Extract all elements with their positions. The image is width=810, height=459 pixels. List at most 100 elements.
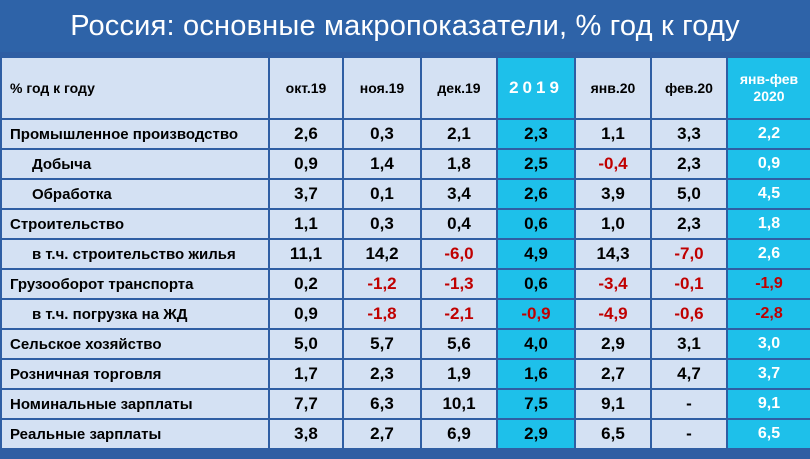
table-cell: 2,6 bbox=[268, 118, 344, 150]
table-row: Реальные зарплаты 3,8 2,7 6,9 2,9 6,5-6,5 bbox=[0, 418, 810, 450]
table-cell: 2,7 bbox=[574, 358, 652, 390]
table-row: Добыча 0,9 1,4 1,8 2,5 -0,4 2,3 0,9 bbox=[0, 148, 810, 180]
table-cell: 0,9 bbox=[726, 148, 810, 180]
table-cell: 2,9 bbox=[496, 418, 576, 450]
column-header: дек.19 bbox=[420, 56, 498, 120]
table-cell: -0,1 bbox=[650, 268, 728, 300]
table-cell: 0,3 bbox=[342, 208, 422, 240]
table-cell: 1,0 bbox=[574, 208, 652, 240]
table-cell: 0,6 bbox=[496, 268, 576, 300]
table-cell: 7,5 bbox=[496, 388, 576, 420]
table-row: в т.ч. строительство жилья 11,1 14,2 -6,0 4,… bbox=[0, 238, 810, 270]
table-cell: 0,2 bbox=[268, 268, 344, 300]
table-row: в т.ч. погрузка на ЖД 0,9 -1,8 -2,1 -0,9 -4,9… bbox=[0, 298, 810, 330]
table-cell: -1,9 bbox=[726, 268, 810, 300]
table-cell: 2,3 bbox=[650, 208, 728, 240]
table-cell: 4,7 bbox=[650, 358, 728, 390]
column-header: окт.19 bbox=[268, 56, 344, 120]
table-cell: 2,1 bbox=[420, 118, 498, 150]
table-cell: - bbox=[650, 388, 728, 420]
table-cell: -0,4 bbox=[574, 148, 652, 180]
row-label: Строительство bbox=[0, 208, 270, 240]
table-cell: 10,1 bbox=[420, 388, 498, 420]
column-header-period: янв-фев 2020 bbox=[726, 56, 810, 120]
table-cell: 2,6 bbox=[496, 178, 576, 210]
table-cell: 0,1 bbox=[342, 178, 422, 210]
table-cell: 5,6 bbox=[420, 328, 498, 360]
table-cell: 1,4 bbox=[342, 148, 422, 180]
table-cell: -1,8 bbox=[342, 298, 422, 330]
table-cell: -6,0 bbox=[420, 238, 498, 270]
table-cell: 6,5 bbox=[574, 418, 652, 450]
table-cell: 2,3 bbox=[342, 358, 422, 390]
table-cell: -0,6 bbox=[650, 298, 728, 330]
table-cell: 4,5 bbox=[726, 178, 810, 210]
column-header: фев.20 bbox=[650, 56, 728, 120]
table-cell: -1,2 bbox=[342, 268, 422, 300]
table-cell: 1,9 bbox=[420, 358, 498, 390]
table-cell: 4,0 bbox=[496, 328, 576, 360]
table-cell: 1,8 bbox=[726, 208, 810, 240]
table-cell: 3,0 bbox=[726, 328, 810, 360]
table-row: Грузооборот транспорта 0,2 -1,2 -1,3 0,6 -3,4… bbox=[0, 268, 810, 300]
row-label: Сельское хозяйство bbox=[0, 328, 270, 360]
table-cell: 9,1 bbox=[726, 388, 810, 420]
table-cell: 1,7 bbox=[268, 358, 344, 390]
table-cell: 14,3 bbox=[574, 238, 652, 270]
column-header: ноя.19 bbox=[342, 56, 422, 120]
table-cell: 2,3 bbox=[650, 148, 728, 180]
table-cell: 2,6 bbox=[726, 238, 810, 270]
table-cell: 3,4 bbox=[420, 178, 498, 210]
table-cell: -4,9 bbox=[574, 298, 652, 330]
table-cell: 14,2 bbox=[342, 238, 422, 270]
table-cell: 0,6 bbox=[496, 208, 576, 240]
table-cell: -1,3 bbox=[420, 268, 498, 300]
table-cell: 4,9 bbox=[496, 238, 576, 270]
table-row: Розничная торговля 1,7 2,3 1,9 1,6 2,7 4,7 3,7 bbox=[0, 358, 810, 390]
table-cell: 1,8 bbox=[420, 148, 498, 180]
row-label: Добыча bbox=[0, 148, 270, 180]
table-cell: 2,9 bbox=[574, 328, 652, 360]
table-cell: 5,7 bbox=[342, 328, 422, 360]
table-cell: 3,9 bbox=[574, 178, 652, 210]
table-cell: 1,1 bbox=[268, 208, 344, 240]
table-cell: 6,9 bbox=[420, 418, 498, 450]
column-header-year: 2019 bbox=[496, 56, 576, 120]
table-cell: 0,4 bbox=[420, 208, 498, 240]
row-label: Грузооборот транспорта bbox=[0, 268, 270, 300]
table-cell: -2,8 bbox=[726, 298, 810, 330]
table-row: Номинальные зарплаты 7,7 6,3 10,1 7,5 9,1-9,1 bbox=[0, 388, 810, 420]
row-label: Розничная торговля bbox=[0, 358, 270, 390]
table-row: Строительство 1,1 0,3 0,4 0,6 1,0 2,3 1,8 bbox=[0, 208, 810, 240]
table-cell: 3,1 bbox=[650, 328, 728, 360]
table-cell: 2,7 bbox=[342, 418, 422, 450]
table-cell: -7,0 bbox=[650, 238, 728, 270]
macro-indicators-table: % год к году окт.19 ноя.19 дек.19 2019 я… bbox=[0, 56, 810, 450]
table-cell: 5,0 bbox=[268, 328, 344, 360]
table-cell: 3,3 bbox=[650, 118, 728, 150]
row-label: Промышленное производство bbox=[0, 118, 270, 150]
table-cell: 0,9 bbox=[268, 148, 344, 180]
column-header: янв.20 bbox=[574, 56, 652, 120]
table-cell: 2,5 bbox=[496, 148, 576, 180]
row-label: в т.ч. погрузка на ЖД bbox=[0, 298, 270, 330]
table-cell: 1,6 bbox=[496, 358, 576, 390]
table-cell: -2,1 bbox=[420, 298, 498, 330]
table-cell: 6,3 bbox=[342, 388, 422, 420]
table-cell: 2,2 bbox=[726, 118, 810, 150]
table-cell: -3,4 bbox=[574, 268, 652, 300]
table-row: Промышленное производство 2,6 0,3 2,1 2,3 1,1… bbox=[0, 118, 810, 150]
table-cell: 1,1 bbox=[574, 118, 652, 150]
table-cell: 7,7 bbox=[268, 388, 344, 420]
table-cell: 3,8 bbox=[268, 418, 344, 450]
table-row: Сельское хозяйство 5,0 5,7 5,6 4,0 2,9 3,1 3,0 bbox=[0, 328, 810, 360]
row-label: в т.ч. строительство жилья bbox=[0, 238, 270, 270]
table-cell: 0,9 bbox=[268, 298, 344, 330]
table-cell: 6,5 bbox=[726, 418, 810, 450]
header-label: % год к году bbox=[0, 56, 270, 120]
table-cell: 3,7 bbox=[268, 178, 344, 210]
table-cell: - bbox=[650, 418, 728, 450]
row-label: Номинальные зарплаты bbox=[0, 388, 270, 420]
table-cell: 0,3 bbox=[342, 118, 422, 150]
page-title: Россия: основные макропоказатели, % год … bbox=[0, 0, 810, 52]
